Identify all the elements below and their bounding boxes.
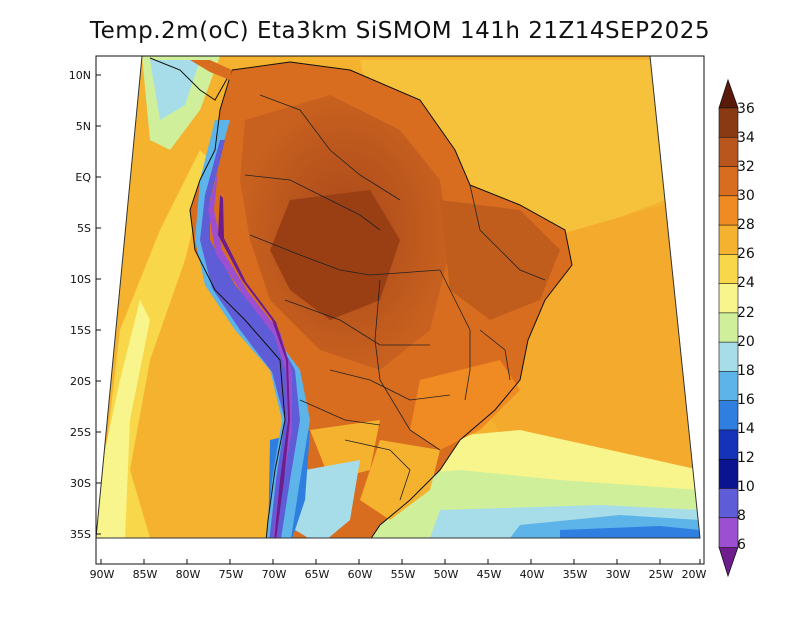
lon-label-50w: 50W bbox=[434, 568, 459, 581]
map-title: Temp.2m(oC) Eta3km SiSMOM 141h 21Z14SEP2… bbox=[89, 18, 711, 44]
colorbar-swatch bbox=[718, 312, 739, 343]
colorbar-swatch bbox=[718, 254, 739, 285]
lon-axis: 90W 85W 80W 75W 70W 65W 60W 55W 50W 45W … bbox=[90, 559, 707, 581]
colorbar-swatch bbox=[718, 488, 739, 519]
lat-axis: 10N 5N EQ 5S 10S 15S 20S 25S 30S 35S bbox=[69, 69, 101, 541]
lat-label-10s: 10S bbox=[70, 273, 91, 286]
lon-label-80w: 80W bbox=[176, 568, 201, 581]
lon-label-75w: 75W bbox=[219, 568, 244, 581]
colorbar-label-12: 12 bbox=[737, 450, 755, 466]
colorbar-swatch bbox=[718, 136, 739, 168]
colorbar-label-10: 10 bbox=[737, 479, 755, 495]
lon-label-40w: 40W bbox=[520, 568, 545, 581]
colorbar-label-26: 26 bbox=[737, 246, 755, 262]
colorbar-swatch bbox=[718, 458, 739, 490]
lon-label-85w: 85W bbox=[133, 568, 158, 581]
lat-label-5n: 5N bbox=[76, 120, 91, 133]
lat-label-30s: 30S bbox=[70, 477, 91, 490]
colorbar-swatch bbox=[718, 429, 739, 460]
colorbar-label-14: 14 bbox=[737, 421, 755, 437]
colorbar-label-32: 32 bbox=[737, 159, 755, 175]
colorbar-swatch bbox=[718, 400, 739, 431]
colorbar-label-8: 8 bbox=[737, 508, 746, 524]
lon-label-70w: 70W bbox=[262, 568, 287, 581]
lon-label-60w: 60W bbox=[348, 568, 373, 581]
colorbar-swatch bbox=[718, 224, 739, 256]
colorbar-label-36: 36 bbox=[737, 101, 755, 117]
colorbar-swatch bbox=[718, 107, 739, 139]
colorbar-label-22: 22 bbox=[737, 305, 755, 321]
lat-label-10n: 10N bbox=[69, 69, 91, 82]
lat-label-20s: 20S bbox=[70, 375, 91, 388]
colorbar-label-16: 16 bbox=[737, 392, 755, 408]
lon-label-25w: 25W bbox=[649, 568, 674, 581]
lon-label-55w: 55W bbox=[391, 568, 416, 581]
colorbar-bottom-arrow bbox=[718, 546, 739, 578]
colorbar: 36 34 32 30 28 26 24 22 20 18 16 14 12 1… bbox=[718, 78, 755, 578]
lon-label-30w: 30W bbox=[606, 568, 631, 581]
lon-label-35w: 35W bbox=[563, 568, 588, 581]
colorbar-swatch bbox=[718, 283, 739, 314]
colorbar-top-arrow bbox=[718, 78, 739, 109]
colorbar-label-20: 20 bbox=[737, 334, 755, 350]
colorbar-swatch bbox=[718, 517, 739, 548]
country-borders bbox=[244, 94, 546, 501]
colorbar-label-18: 18 bbox=[737, 363, 755, 379]
colorbar-swatch bbox=[718, 195, 739, 226]
lat-label-35s: 35S bbox=[70, 528, 91, 541]
lat-label-5s: 5S bbox=[77, 222, 91, 235]
temperature-field bbox=[96, 56, 700, 538]
colorbar-label-34: 34 bbox=[737, 130, 755, 146]
lon-label-65w: 65W bbox=[305, 568, 330, 581]
lat-label-eq: EQ bbox=[75, 171, 91, 184]
lat-label-15s: 15S bbox=[70, 324, 91, 337]
colorbar-label-24: 24 bbox=[737, 275, 755, 291]
colorbar-swatch bbox=[718, 166, 739, 197]
colorbar-swatch bbox=[718, 371, 739, 402]
colorbar-swatch bbox=[718, 341, 739, 373]
colorbar-label-28: 28 bbox=[737, 217, 755, 233]
lon-label-45w: 45W bbox=[477, 568, 502, 581]
lat-label-25s: 25S bbox=[70, 426, 91, 439]
colorbar-label-6: 6 bbox=[737, 537, 746, 553]
lon-label-90w: 90W bbox=[90, 568, 115, 581]
colorbar-label-30: 30 bbox=[737, 188, 755, 204]
axes-frame bbox=[95, 55, 705, 565]
lon-label-20w: 20W bbox=[682, 568, 707, 581]
